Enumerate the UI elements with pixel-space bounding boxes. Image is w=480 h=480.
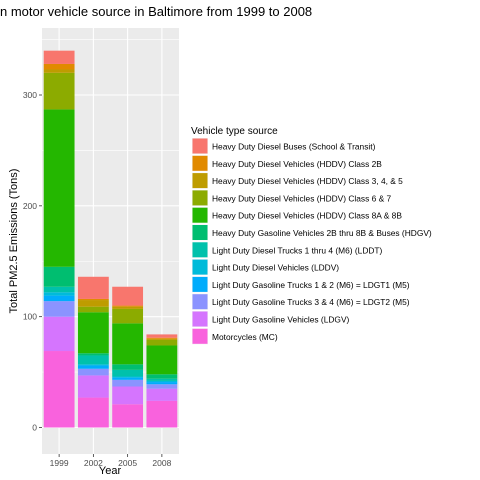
bar-segment [43, 72, 75, 110]
bar-segment [43, 266, 75, 287]
chart-title: n motor vehicle source in Baltimore from… [0, 4, 312, 19]
bar-segment [77, 306, 109, 313]
legend-key [192, 173, 208, 189]
bar-segment [43, 351, 75, 428]
bar-segment [43, 69, 75, 73]
bar-segment [112, 404, 144, 428]
bar-segment [43, 301, 75, 317]
bar-segment [112, 323, 144, 365]
bar-segment [77, 300, 109, 307]
bar-segment [112, 286, 144, 306]
legend-label: Heavy Duty Diesel Vehicles (HDDV) Class … [212, 211, 402, 221]
bar-segment [77, 355, 109, 365]
bar-segment [146, 378, 178, 381]
bar-segment [77, 353, 109, 356]
legend-label: Light Duty Gasoline Trucks 1 & 2 (M6) = … [212, 280, 410, 290]
bar-segment [146, 334, 178, 338]
bar-segment [43, 286, 75, 293]
bar-segment [112, 369, 144, 377]
legend-key [192, 276, 208, 292]
bar-segment [77, 368, 109, 376]
bar-segment [112, 364, 144, 370]
legend-key [192, 138, 208, 154]
legend-label: Light Duty Diesel Vehicles (LDDV) [212, 263, 339, 273]
bar-segment [43, 295, 75, 302]
legend-key [192, 242, 208, 258]
legend-label: Light Duty Gasoline Trucks 3 & 4 (M6) = … [212, 297, 410, 307]
legend-label: Heavy Duty Diesel Vehicles (HDDV) Class … [212, 193, 392, 203]
bar-segment [146, 337, 178, 339]
bar-segment [77, 364, 109, 366]
bar-segment [112, 379, 144, 387]
bar-segment [43, 316, 75, 352]
legend-label: Heavy Duty Diesel Vehicles (HDDV) Class … [212, 159, 382, 169]
y-tick-label: 300 [23, 90, 37, 100]
bar-segment [77, 312, 109, 354]
x-tick-label: 2008 [152, 458, 171, 468]
bar-segment [146, 339, 178, 346]
bars [43, 50, 178, 428]
bar-segment [43, 109, 75, 267]
bar-segment [43, 292, 75, 296]
legend-label: Light Duty Gasoline Vehicles (LDGV) [212, 315, 350, 325]
legend-key [192, 225, 208, 240]
legend-title: Vehicle type source [191, 126, 278, 137]
x-tick-label: 1999 [50, 458, 69, 468]
bar-segment [77, 276, 109, 299]
legend-label: Heavy Duty Diesel Vehicles (HDDV) Class … [212, 176, 403, 186]
x-tick-label: 2005 [118, 458, 137, 468]
bar-segment [112, 376, 144, 378]
bar-segment [77, 298, 109, 301]
legend-key [192, 311, 208, 327]
legend-key [192, 207, 208, 223]
bar-segment [146, 388, 178, 401]
y-axis-title: Total PM2.5 Emissions (Tons) [8, 169, 20, 314]
legend-key [192, 259, 208, 275]
legend-label: Heavy Duty Diesel Buses (School & Transi… [212, 142, 376, 152]
bar-segment [112, 305, 144, 307]
bar-segment [43, 63, 75, 70]
legend-key [192, 294, 208, 310]
x-tick-label: 2002 [84, 458, 103, 468]
legend-label: Heavy Duty Gasoline Vehicles 2B thru 8B … [212, 228, 432, 238]
legend-key [192, 155, 208, 171]
bar-segment [146, 345, 178, 375]
legend-label: Motorcycles (MC) [212, 332, 278, 342]
y-tick-label: 200 [23, 201, 37, 211]
bar-segment [43, 50, 75, 64]
bar-segment [146, 338, 178, 340]
bar-segment [146, 400, 178, 428]
bar-segment [146, 384, 178, 389]
bar-segment [112, 386, 144, 405]
bar-segment [112, 308, 144, 324]
x-axis: 1999 2002 2005 2008 [50, 454, 172, 468]
bar-segment [146, 374, 178, 379]
legend-key [192, 328, 208, 344]
bar-segment [146, 380, 178, 383]
bar-segment [146, 382, 178, 385]
y-axis: 0 100 200 300 [23, 90, 42, 433]
x-axis-title: Year [99, 465, 122, 477]
legend: Vehicle type source Heavy Duty Diesel Bu… [191, 126, 432, 345]
bar-segment [112, 306, 144, 309]
bar-segment [77, 375, 109, 398]
legend-label: Light Duty Diesel Trucks 1 thru 4 (M6) (… [212, 245, 383, 255]
y-tick-label: 100 [23, 312, 37, 322]
bar-segment [112, 377, 144, 380]
bar-segment [77, 397, 109, 428]
legend-key [192, 190, 208, 206]
bar-segment [77, 365, 109, 369]
y-tick-label: 0 [32, 423, 37, 433]
